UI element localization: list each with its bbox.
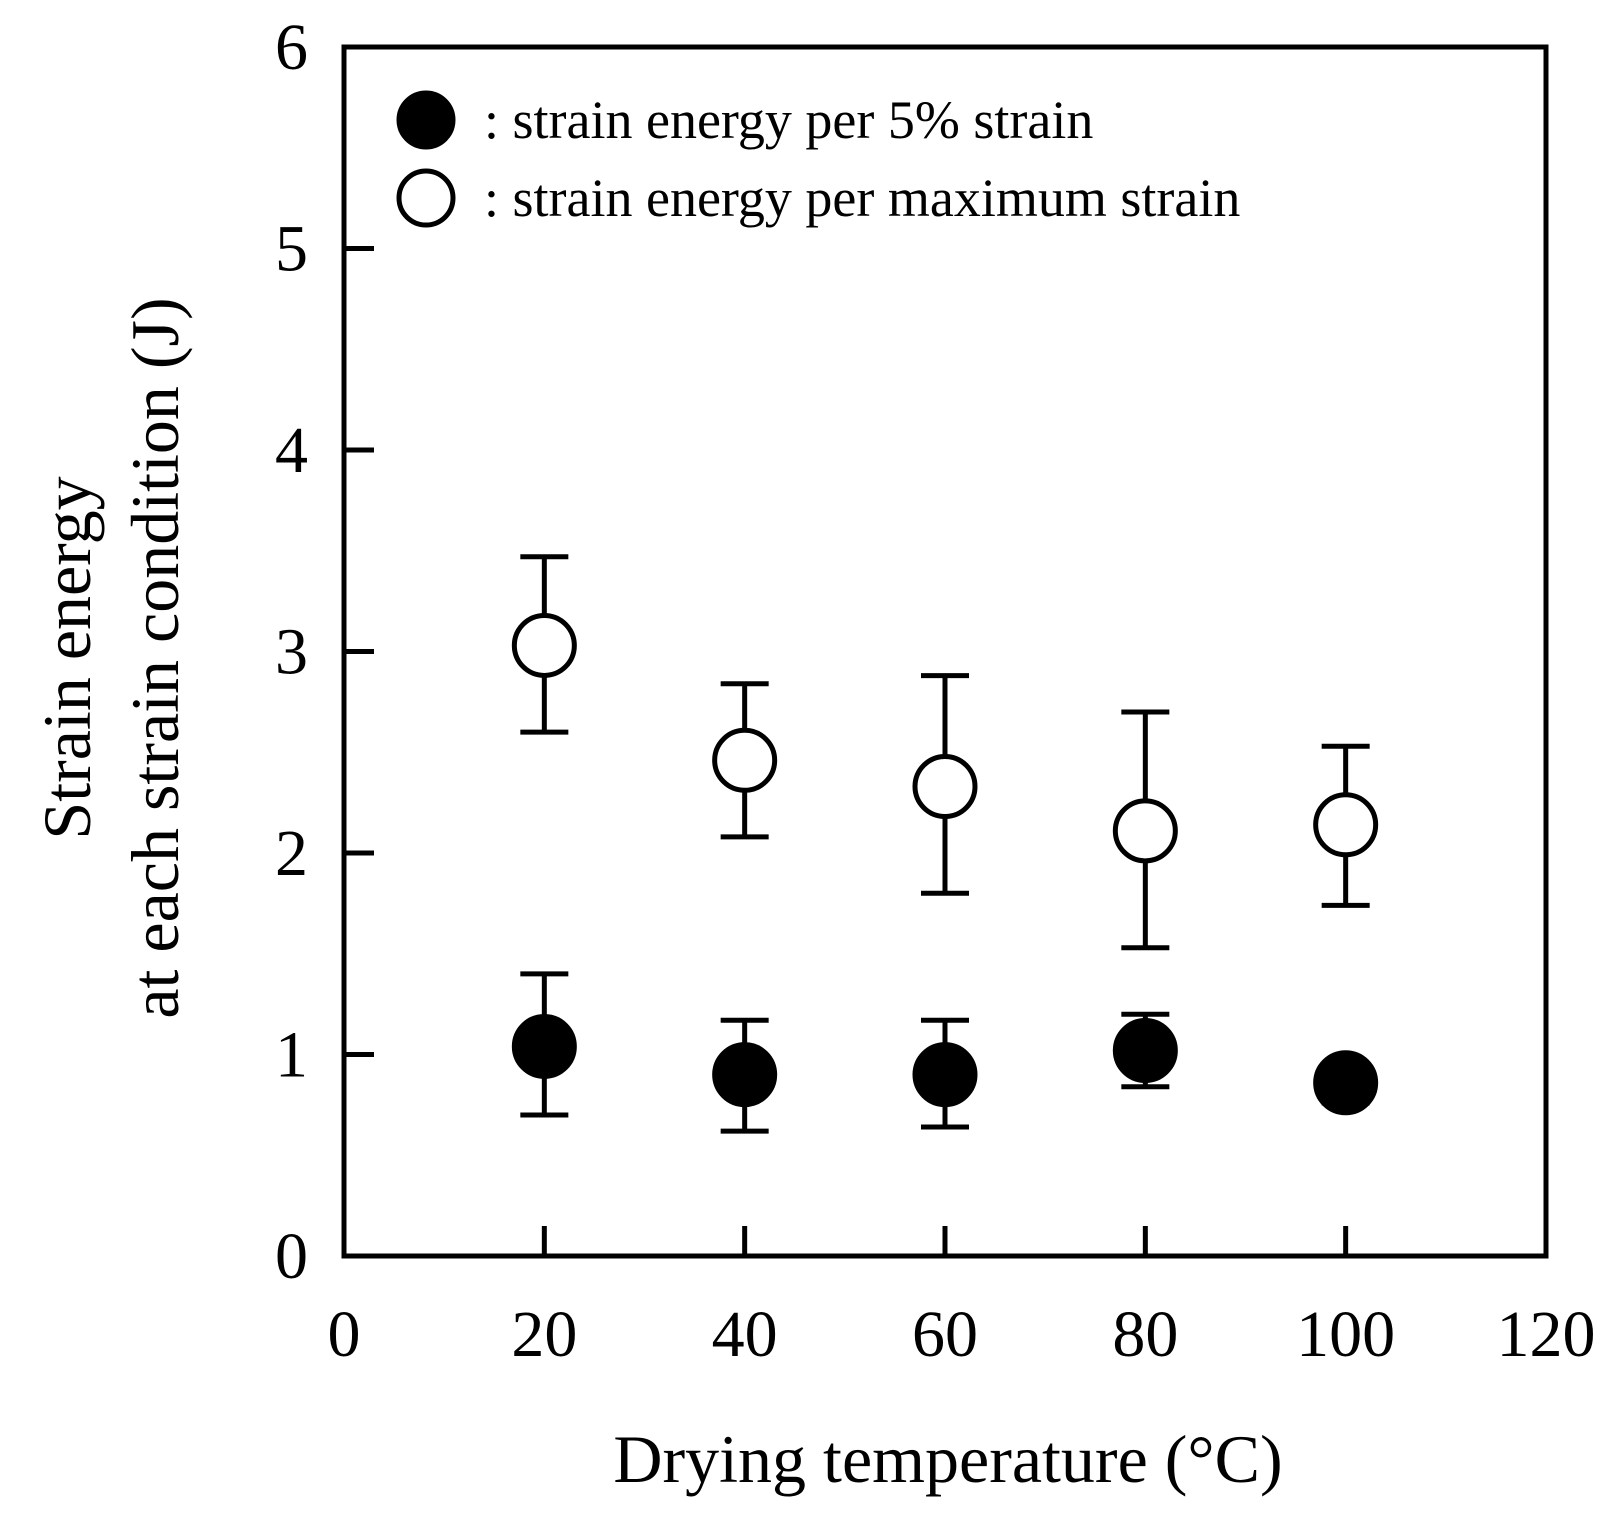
y-tick-label: 6	[275, 11, 308, 84]
point-filled-circle	[912, 1042, 978, 1108]
point-open-circle	[912, 754, 978, 820]
x-tick-label: 40	[712, 1298, 778, 1371]
point-filled-circle	[1112, 1017, 1178, 1083]
point-open-circle	[712, 727, 778, 793]
point-filled-circle	[511, 1013, 577, 1079]
point-open-circle	[1112, 798, 1178, 864]
y-tick-label: 4	[275, 414, 308, 487]
point-open-circle	[1313, 792, 1379, 858]
x-tick-label: 120	[1497, 1298, 1596, 1371]
point-open-circle	[511, 612, 577, 678]
y-tick-label: 1	[275, 1019, 308, 1092]
x-tick-label: 0	[328, 1298, 361, 1371]
point-filled-circle	[1313, 1050, 1379, 1116]
y-tick-label: 2	[275, 817, 308, 890]
x-tick-label: 80	[1112, 1298, 1178, 1371]
y-tick-label: 0	[275, 1220, 308, 1293]
x-tick-label: 20	[511, 1298, 577, 1371]
x-tick-label: 60	[912, 1298, 978, 1371]
y-tick-label: 5	[275, 213, 308, 286]
legend-label-2: : strain energy per maximum strain	[484, 168, 1240, 228]
y-axis-title-line-1: Strain energy	[29, 476, 105, 839]
y-tick-label: 3	[275, 616, 308, 689]
legend-label-1: : strain energy per 5% strain	[484, 90, 1093, 150]
legend-open-circle-icon	[396, 168, 456, 228]
legend-filled-circle-icon	[396, 90, 456, 150]
y-axis-title-line-2: at each strain condition (J)	[117, 297, 193, 1018]
x-tick-label: 100	[1296, 1298, 1395, 1371]
point-filled-circle	[712, 1042, 778, 1108]
x-axis-title: Drying temperature (°C)	[613, 1421, 1282, 1497]
